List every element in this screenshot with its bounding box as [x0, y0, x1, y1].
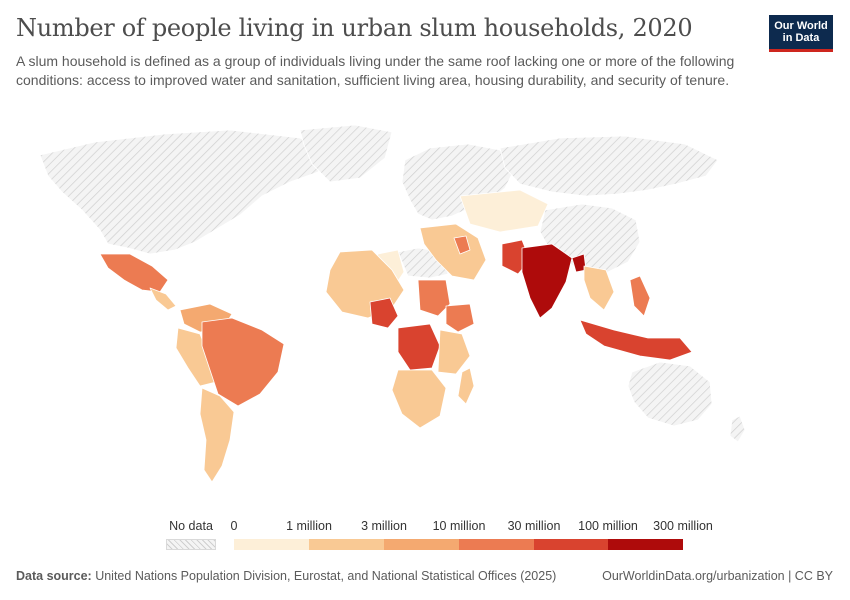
legend-bin-100m-300m[interactable]	[608, 539, 683, 550]
logo-line-1: Our World	[774, 20, 828, 32]
region-southeast-asia[interactable]	[583, 265, 615, 311]
region-sudan[interactable]	[417, 279, 451, 317]
data-source: Data source: United Nations Population D…	[16, 569, 556, 583]
region-madagascar[interactable]	[457, 367, 475, 405]
region-brazil[interactable]	[201, 317, 285, 407]
region-india[interactable]	[521, 243, 573, 319]
chart-title: Number of people living in urban slum ho…	[16, 14, 693, 42]
region-east-africa[interactable]	[437, 329, 471, 375]
region-central-america[interactable]	[149, 287, 177, 311]
region-southern-africa[interactable]	[391, 369, 447, 429]
region-north-america[interactable]	[39, 129, 331, 255]
region-greenland[interactable]	[299, 124, 393, 183]
region-russia-north-asia[interactable]	[499, 135, 719, 197]
data-source-text: United Nations Population Division, Euro…	[91, 569, 557, 583]
owid-logo[interactable]: Our World in Data	[769, 15, 833, 52]
legend-tick-100-million: 100 million	[578, 519, 638, 533]
legend-no-data-swatch[interactable]	[166, 539, 216, 550]
region-central-asia[interactable]	[459, 189, 549, 233]
region-iraq[interactable]	[453, 235, 471, 255]
legend-bin-0-1m[interactable]	[234, 539, 309, 550]
legend-bin-1m-3m[interactable]	[309, 539, 384, 550]
legend-bin-10m-30m[interactable]	[459, 539, 534, 550]
data-source-label: Data source:	[16, 569, 92, 583]
region-philippines[interactable]	[629, 275, 651, 317]
region-indonesia[interactable]	[579, 319, 693, 361]
world-map[interactable]	[0, 120, 850, 510]
legend-tick-1-million: 1 million	[286, 519, 332, 533]
legend-tick-300-million: 300 million	[653, 519, 713, 533]
legend-bin-30m-100m[interactable]	[534, 539, 608, 550]
legend-tick-0: 0	[230, 519, 238, 533]
region-new-zealand[interactable]	[729, 415, 746, 443]
region-australia[interactable]	[627, 361, 713, 427]
region-nigeria[interactable]	[369, 297, 399, 329]
legend-tick-30-million: 30 million	[507, 519, 561, 533]
chart-subtitle: A slum household is defined as a group o…	[16, 53, 735, 88]
legend-no-data-label: No data	[169, 519, 213, 533]
region-dr-congo[interactable]	[397, 323, 441, 371]
region-middle-east[interactable]	[419, 223, 487, 281]
legend-tick-3-million: 3 million	[361, 519, 407, 533]
footer-link[interactable]: OurWorldinData.org/urbanization | CC BY	[602, 569, 833, 583]
region-ethiopia[interactable]	[445, 303, 475, 333]
map-legend: No data 0 1 million 3 million 10 million…	[0, 515, 850, 555]
region-argentina-chile[interactable]	[199, 387, 235, 483]
logo-line-2: in Data	[782, 32, 820, 44]
region-mexico[interactable]	[99, 253, 169, 293]
legend-bin-3m-10m[interactable]	[384, 539, 459, 550]
legend-tick-10-million: 10 million	[432, 519, 486, 533]
